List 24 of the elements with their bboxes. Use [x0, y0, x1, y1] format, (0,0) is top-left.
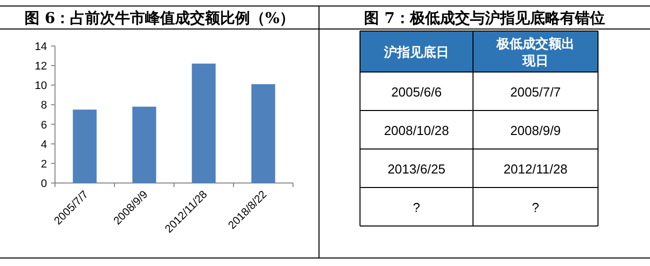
y-tick-label: 6	[40, 119, 47, 132]
y-tick-label: 2	[40, 158, 47, 170]
text: 2008/9/9	[510, 122, 561, 138]
text: 2005/6/6	[391, 84, 442, 100]
y-tick-label: 14	[34, 41, 47, 53]
y-tick-label: 4	[40, 138, 47, 151]
text: ?	[532, 200, 540, 215]
category-label: 沪指见底日	[383, 44, 449, 60]
category-label: 极低成交额出现日	[496, 36, 574, 69]
text: 图 7：极低成交与沪指见底略有错位	[364, 9, 605, 27]
y-tick-label: 12	[34, 60, 47, 73]
text: 2013/6/25	[388, 161, 446, 176]
bar	[251, 84, 276, 183]
text: 2012/11/28	[503, 161, 568, 176]
text: 2008/10/28	[384, 122, 450, 138]
bar	[72, 110, 97, 183]
bar	[132, 106, 156, 183]
bar	[192, 64, 216, 183]
y-tick-label: 0	[40, 178, 47, 190]
chart-title: 图 6：占前次牛市峰值成交额比例（%）	[24, 9, 294, 27]
y-tick-label: 8	[40, 100, 47, 112]
y-tick-label: 10	[34, 80, 47, 92]
text: ?	[412, 200, 420, 215]
text: 2005/7/7	[510, 84, 561, 100]
